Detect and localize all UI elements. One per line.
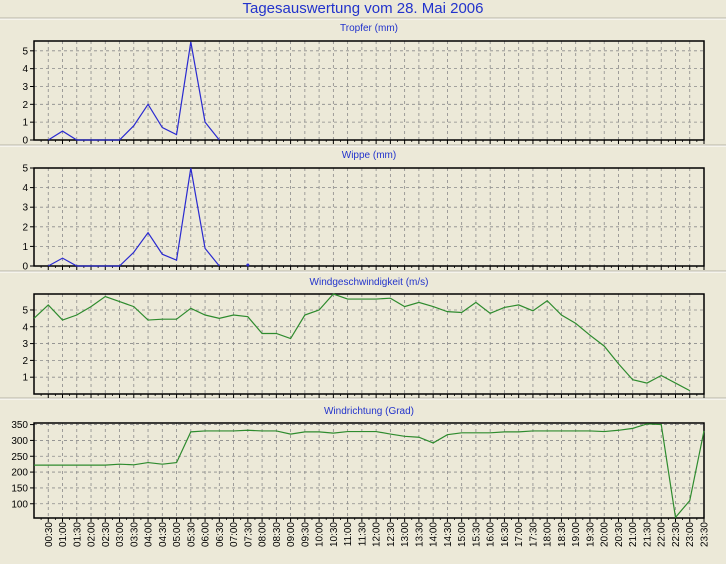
- y-tick-label: 4: [22, 64, 28, 75]
- chart-0: Tropfer (mm) 0 1 2 3 4 5: [22, 23, 705, 147]
- x-tick-label: 23:00: [685, 522, 696, 547]
- x-tick-label: 19:00: [571, 522, 582, 547]
- x-tick-label: 20:00: [600, 522, 611, 547]
- x-tick-label: 13:00: [400, 522, 411, 547]
- plot-frame: [33, 293, 705, 395]
- x-tick-label: 15:30: [471, 522, 482, 547]
- x-tick-label: 01:30: [72, 522, 83, 547]
- x-tick-label: 07:00: [229, 522, 240, 547]
- x-tick-label: 08:30: [272, 522, 283, 547]
- x-tick-label: 11:00: [343, 522, 354, 547]
- x-tick-label: 13:30: [414, 522, 425, 547]
- y-tick-label: 1: [22, 118, 28, 129]
- plot-frame: [33, 40, 705, 141]
- x-tick-label: 02:00: [87, 522, 98, 547]
- x-tick-label: 02:30: [101, 522, 112, 547]
- x-tick-label: 03:00: [115, 522, 126, 547]
- x-tick-label: 10:30: [329, 522, 340, 547]
- x-tick-label: 04:30: [158, 522, 169, 547]
- y-tick-label: 5: [22, 305, 28, 316]
- plot-frame: [33, 422, 705, 519]
- chart-title: Windgeschwindigkeit (m/s): [310, 277, 429, 288]
- x-tick-label: 09:00: [286, 522, 297, 547]
- y-tick-label: 1: [22, 373, 28, 384]
- x-tick-label: 15:00: [457, 522, 468, 547]
- series-line: [34, 423, 705, 519]
- y-tick-label: 2: [22, 356, 28, 367]
- plot-frame: [33, 167, 705, 267]
- x-tick-label: 03:30: [129, 522, 140, 547]
- x-tick-label: 07:30: [243, 522, 254, 547]
- x-tick-label: 16:30: [500, 522, 511, 547]
- y-tick-label: 5: [22, 46, 28, 57]
- x-tick-label: 22:00: [657, 522, 668, 547]
- x-tick-label: 21:00: [628, 522, 639, 547]
- x-tick-label: 04:00: [144, 522, 155, 547]
- x-tick-label: 16:00: [486, 522, 497, 547]
- y-tick-label: 350: [11, 420, 28, 431]
- y-tick-label: 2: [22, 100, 28, 111]
- x-tick-label: 19:30: [585, 522, 596, 547]
- y-tick-label: 2: [22, 222, 28, 233]
- y-tick-label: 300: [11, 436, 28, 447]
- x-tick-label: 22:30: [671, 522, 682, 547]
- x-tick-label: 11:30: [357, 522, 368, 547]
- y-tick-label: 3: [22, 82, 28, 93]
- chart-2: Windgeschwindigkeit (m/s) 1 2 3 4 5: [22, 277, 705, 398]
- y-tick-label: 0: [22, 262, 28, 273]
- chart-1: Wippe (mm) 0 1 2 3 4 5: [22, 150, 705, 273]
- y-tick-label: 3: [22, 339, 28, 350]
- x-tick-label: 01:00: [58, 522, 69, 547]
- x-tick-label: 18:30: [557, 522, 568, 547]
- y-tick-label: 5: [22, 164, 28, 175]
- x-tick-label: 05:30: [186, 522, 197, 547]
- x-tick-label: 20:30: [614, 522, 625, 547]
- y-tick-label: 200: [11, 468, 28, 479]
- x-tick-label: 21:30: [642, 522, 653, 547]
- y-tick-label: 100: [11, 499, 28, 510]
- x-tick-label: 17:00: [514, 522, 525, 547]
- x-tick-label: 17:30: [528, 522, 539, 547]
- y-tick-label: 150: [11, 483, 28, 494]
- chart-3: Windrichtung (Grad) 100 150 200 250 300 350 00:…: [11, 406, 710, 547]
- x-tick-label: 06:30: [215, 522, 226, 547]
- x-tick-label: 10:00: [315, 522, 326, 547]
- report-title: Tagesauswertung vom 28. Mai 2006: [242, 0, 484, 17]
- chart-title: Wippe (mm): [342, 150, 396, 161]
- chart-title: Tropfer (mm): [340, 23, 398, 34]
- x-tick-label: 09:30: [300, 522, 311, 547]
- chart-title: Windrichtung (Grad): [324, 406, 414, 417]
- x-tick-label: 12:30: [386, 522, 397, 547]
- y-tick-label: 1: [22, 242, 28, 253]
- x-tick-label: 12:00: [372, 522, 383, 547]
- x-tick-label: 23:30: [700, 522, 711, 547]
- x-tick-label: 14:00: [429, 522, 440, 547]
- x-tick-label: 08:00: [258, 522, 269, 547]
- x-tick-label: 14:30: [443, 522, 454, 547]
- y-tick-label: 250: [11, 452, 28, 463]
- y-tick-label: 4: [22, 322, 28, 333]
- x-tick-label: 18:00: [543, 522, 554, 547]
- x-tick-label: 06:00: [201, 522, 212, 547]
- y-tick-label: 0: [22, 136, 28, 147]
- y-tick-label: 3: [22, 203, 28, 214]
- x-tick-label: 05:00: [172, 522, 183, 547]
- y-tick-label: 4: [22, 183, 28, 194]
- x-tick-label: 00:30: [44, 522, 55, 547]
